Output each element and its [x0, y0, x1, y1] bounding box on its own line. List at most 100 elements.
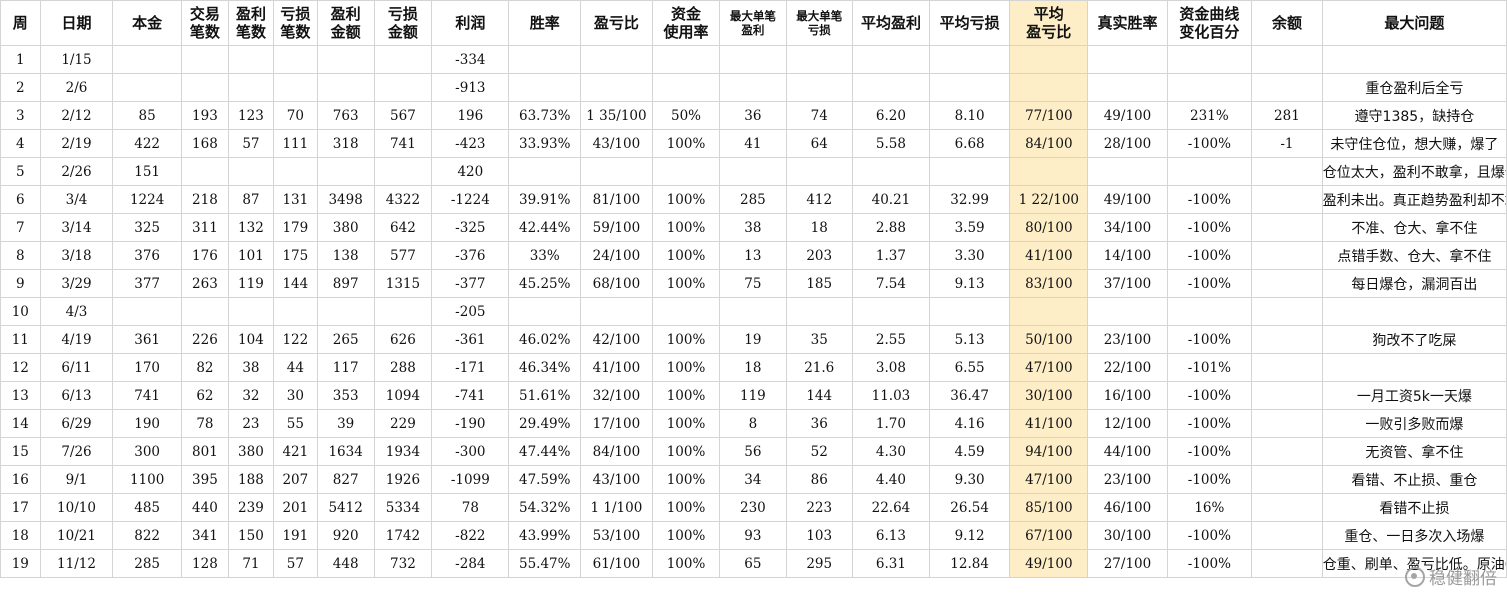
cell-capital[interactable]: [112, 297, 182, 326]
cell-win-amt[interactable]: 380: [316, 213, 375, 242]
cell-week[interactable]: 19: [0, 549, 41, 578]
cell-real-rate[interactable]: [1087, 297, 1168, 326]
cell-losses[interactable]: 30: [272, 381, 318, 410]
cell-max-loss[interactable]: 52: [785, 437, 853, 466]
cell-wins[interactable]: 38: [227, 353, 274, 382]
header-avg-loss[interactable]: 平均亏损: [928, 0, 1011, 46]
cell-trades[interactable]: 168: [180, 129, 229, 158]
cell-capital[interactable]: 190: [112, 409, 182, 438]
cell-max-win[interactable]: 34: [719, 465, 787, 494]
cell-issue[interactable]: 不准、仓大、拿不住: [1321, 213, 1507, 242]
cell-avg-pl[interactable]: [1009, 45, 1089, 74]
cell-wins[interactable]: 123: [227, 101, 274, 130]
cell-win-rate[interactable]: 51.61%: [508, 381, 582, 410]
cell-real-rate[interactable]: 28/100: [1087, 129, 1168, 158]
cell-curve[interactable]: -100%: [1166, 213, 1253, 242]
cell-avg-pl[interactable]: 49/100: [1009, 549, 1089, 578]
cell-win-rate[interactable]: 63.73%: [508, 101, 582, 130]
cell-date[interactable]: 2/26: [39, 157, 114, 186]
cell-avg-win[interactable]: 1.37: [851, 241, 930, 270]
cell-week[interactable]: 8: [0, 241, 41, 270]
cell-usage[interactable]: 100%: [651, 185, 721, 214]
cell-usage[interactable]: 100%: [651, 269, 721, 298]
cell-balance[interactable]: [1251, 521, 1323, 550]
cell-loss-amt[interactable]: 1926: [373, 465, 433, 494]
cell-win-amt[interactable]: 897: [316, 269, 375, 298]
cell-losses[interactable]: 201: [272, 493, 318, 522]
cell-win-amt[interactable]: 763: [316, 101, 375, 130]
cell-max-loss[interactable]: [785, 73, 853, 102]
cell-real-rate[interactable]: [1087, 45, 1168, 74]
cell-win-rate[interactable]: 39.91%: [508, 185, 582, 214]
cell-issue[interactable]: 仓位太大，盈利不敢拿，且爆仓4次: [1321, 157, 1507, 186]
cell-loss-amt[interactable]: 229: [373, 409, 433, 438]
cell-wins[interactable]: 101: [227, 241, 274, 270]
cell-pl-ratio[interactable]: 61/100: [580, 549, 653, 578]
cell-win-rate[interactable]: [508, 297, 582, 326]
cell-win-amt[interactable]: 1634: [316, 437, 375, 466]
cell-capital[interactable]: 151: [112, 157, 182, 186]
cell-date[interactable]: 6/11: [39, 353, 114, 382]
cell-max-win[interactable]: 8: [719, 409, 787, 438]
cell-win-rate[interactable]: 47.59%: [508, 465, 582, 494]
cell-capital[interactable]: 1100: [112, 465, 182, 494]
cell-win-amt[interactable]: 39: [316, 409, 375, 438]
cell-avg-loss[interactable]: 3.30: [928, 241, 1011, 270]
cell-date[interactable]: 1/15: [39, 45, 114, 74]
cell-profit[interactable]: -361: [431, 325, 510, 354]
cell-losses[interactable]: 70: [272, 101, 318, 130]
cell-avg-loss[interactable]: 12.84: [928, 549, 1011, 578]
cell-losses[interactable]: 179: [272, 213, 318, 242]
cell-curve[interactable]: [1166, 73, 1253, 102]
cell-curve[interactable]: [1166, 45, 1253, 74]
cell-trades[interactable]: 193: [180, 101, 229, 130]
cell-date[interactable]: 11/12: [39, 549, 114, 578]
header-loss-amt[interactable]: 亏损 金额: [373, 0, 433, 46]
cell-win-rate[interactable]: 33%: [508, 241, 582, 270]
cell-date[interactable]: 4/3: [39, 297, 114, 326]
cell-max-win[interactable]: 38: [719, 213, 787, 242]
cell-issue[interactable]: 点错手数、仓大、拿不住: [1321, 241, 1507, 270]
cell-profit[interactable]: -284: [431, 549, 510, 578]
cell-losses[interactable]: 111: [272, 129, 318, 158]
cell-usage[interactable]: 100%: [651, 381, 721, 410]
cell-avg-win[interactable]: 6.13: [851, 521, 930, 550]
cell-win-rate[interactable]: 54.32%: [508, 493, 582, 522]
cell-real-rate[interactable]: 46/100: [1087, 493, 1168, 522]
cell-loss-amt[interactable]: 1094: [373, 381, 433, 410]
cell-win-amt[interactable]: 353: [316, 381, 375, 410]
cell-date[interactable]: 3/14: [39, 213, 114, 242]
cell-avg-pl[interactable]: 80/100: [1009, 213, 1089, 242]
cell-avg-pl[interactable]: 94/100: [1009, 437, 1089, 466]
cell-balance[interactable]: [1251, 297, 1323, 326]
header-win-rate[interactable]: 胜率: [508, 0, 582, 46]
cell-real-rate[interactable]: 34/100: [1087, 213, 1168, 242]
cell-max-loss[interactable]: 203: [785, 241, 853, 270]
cell-wins[interactable]: 71: [227, 549, 274, 578]
cell-profit[interactable]: -741: [431, 381, 510, 410]
cell-curve[interactable]: -100%: [1166, 409, 1253, 438]
cell-win-rate[interactable]: [508, 73, 582, 102]
cell-wins[interactable]: 119: [227, 269, 274, 298]
cell-trades[interactable]: 341: [180, 521, 229, 550]
cell-loss-amt[interactable]: 567: [373, 101, 433, 130]
cell-loss-amt[interactable]: 1934: [373, 437, 433, 466]
cell-avg-win[interactable]: 40.21: [851, 185, 930, 214]
cell-pl-ratio[interactable]: 68/100: [580, 269, 653, 298]
cell-wins[interactable]: [227, 45, 274, 74]
cell-losses[interactable]: 175: [272, 241, 318, 270]
header-losses[interactable]: 亏损 笔数: [272, 0, 318, 46]
header-profit[interactable]: 利润: [431, 0, 510, 46]
cell-avg-loss[interactable]: [928, 45, 1011, 74]
cell-max-loss[interactable]: [785, 45, 853, 74]
cell-wins[interactable]: [227, 297, 274, 326]
header-curve[interactable]: 资金曲线 变化百分: [1166, 0, 1253, 46]
cell-curve[interactable]: -100%: [1166, 325, 1253, 354]
cell-balance[interactable]: [1251, 409, 1323, 438]
cell-balance[interactable]: [1251, 381, 1323, 410]
cell-avg-pl[interactable]: 85/100: [1009, 493, 1089, 522]
header-real-rate[interactable]: 真实胜率: [1087, 0, 1168, 46]
cell-curve[interactable]: [1166, 297, 1253, 326]
cell-wins[interactable]: 23: [227, 409, 274, 438]
cell-loss-amt[interactable]: 741: [373, 129, 433, 158]
